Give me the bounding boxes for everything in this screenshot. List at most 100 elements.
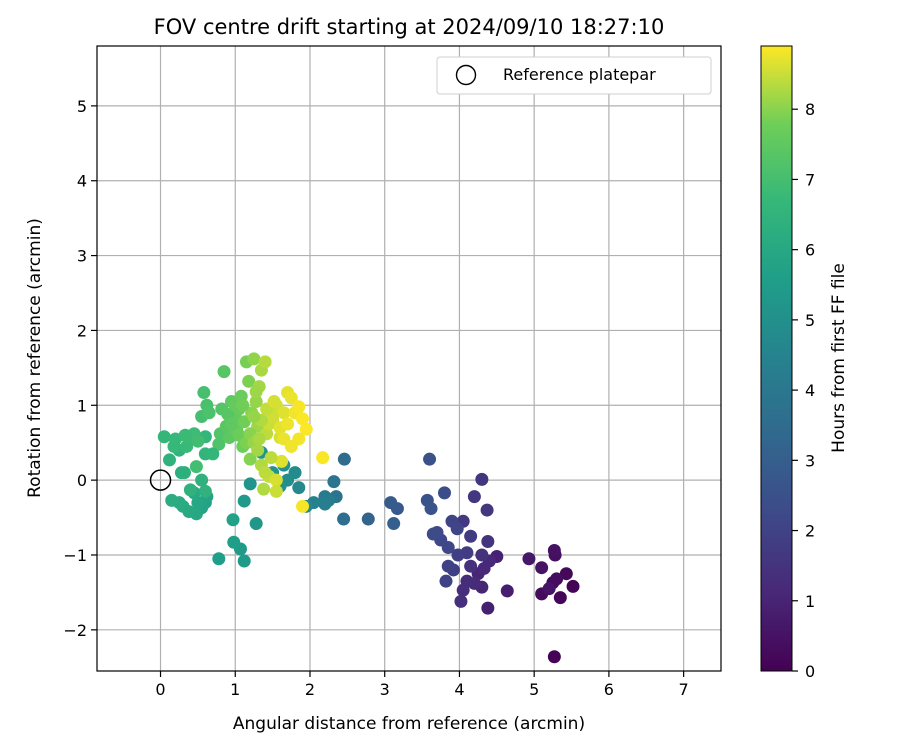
data-point [553, 591, 567, 605]
x-axis-label: Angular distance from reference (arcmin) [233, 714, 585, 734]
data-point [318, 497, 332, 511]
data-point [480, 503, 494, 517]
colorbar-ticks: 0 1 2 3 4 5 6 7 8 [792, 100, 815, 681]
reference-marker [149, 469, 172, 491]
colorbar-tick-label: 1 [805, 592, 815, 611]
data-point [251, 443, 265, 457]
data-point [292, 481, 306, 495]
data-point [226, 513, 240, 527]
data-point [202, 406, 216, 420]
data-point [535, 561, 549, 575]
data-point [559, 567, 573, 581]
data-point [243, 452, 257, 466]
data-point [426, 527, 440, 541]
data-point [296, 499, 310, 513]
data-point [258, 466, 272, 480]
colorbar-tick-label: 6 [805, 241, 815, 260]
x-tick-label: 4 [454, 680, 464, 699]
data-point [441, 559, 455, 573]
data-point [327, 475, 341, 489]
data-point [237, 494, 251, 508]
legend-box [436, 56, 712, 95]
data-point [316, 451, 330, 465]
data-point [189, 460, 203, 474]
data-point [292, 400, 306, 414]
data-point [183, 483, 197, 497]
colorbar-tick-label: 7 [805, 170, 815, 189]
data-point [225, 417, 239, 431]
data-point [566, 579, 580, 593]
grid [97, 46, 721, 671]
x-tick-label: 0 [155, 680, 165, 699]
data-point [249, 517, 263, 531]
colorbar-label: Hours from first FF file [829, 263, 849, 453]
data-point [257, 482, 271, 496]
data-point [281, 417, 295, 431]
data-point [269, 484, 283, 498]
data-point [299, 422, 313, 436]
data-point [337, 512, 351, 526]
data-point [547, 543, 561, 557]
colorbar: 0 1 2 3 4 5 6 7 8 Hours from first FF file [760, 45, 849, 681]
data-point [236, 398, 250, 412]
data-point [227, 535, 241, 549]
data-point [296, 412, 310, 426]
data-point [464, 529, 478, 543]
data-point [237, 554, 251, 568]
y-tick-label: 0 [77, 471, 87, 490]
data-point [242, 374, 256, 388]
colorbar-tick-label: 3 [805, 451, 815, 470]
y-tick-label: 2 [77, 321, 87, 340]
x-tick-label: 6 [604, 680, 614, 699]
data-point [212, 552, 226, 566]
data-point [177, 466, 191, 480]
data-point [464, 559, 478, 573]
x-axis-ticks: 0 1 2 3 4 5 6 7 [155, 671, 689, 699]
data-point [162, 453, 176, 467]
colorbar-tick-label: 2 [805, 522, 815, 541]
data-point [361, 512, 375, 526]
data-point [467, 490, 481, 504]
reference-marker-layer [149, 469, 172, 491]
data-point [197, 386, 211, 400]
data-point [217, 365, 231, 379]
data-point [456, 583, 470, 597]
data-point [237, 415, 251, 429]
data-point [212, 437, 226, 451]
y-axis-ticks: −2 −1 0 1 2 3 4 5 [63, 97, 97, 640]
data-point [547, 650, 561, 664]
data-point [247, 352, 261, 366]
colorbar-tick-label: 0 [805, 662, 815, 681]
data-point [195, 473, 209, 487]
data-point [247, 410, 261, 424]
data-point [269, 473, 283, 487]
data-point [157, 430, 171, 444]
data-point [284, 391, 298, 405]
data-point [542, 582, 556, 596]
y-tick-label: −2 [63, 621, 87, 640]
data-point [249, 395, 263, 409]
data-point [423, 452, 437, 466]
y-tick-label: 5 [77, 97, 87, 116]
y-tick-label: 1 [77, 396, 87, 415]
data-point [475, 548, 489, 562]
x-tick-label: 2 [305, 680, 315, 699]
data-point [550, 572, 564, 586]
data-point [267, 395, 281, 409]
colorbar-gradient [760, 45, 793, 672]
data-point [206, 447, 220, 461]
data-point [178, 428, 192, 442]
data-point [454, 594, 468, 608]
data-point [264, 451, 278, 465]
x-tick-label: 7 [679, 680, 689, 699]
data-point [387, 517, 401, 531]
data-point [284, 439, 298, 453]
legend-entry-reference: Reference platepar [503, 65, 656, 84]
colorbar-tick-label: 5 [805, 311, 815, 330]
plot-frame [96, 45, 722, 672]
data-point [424, 502, 438, 516]
data-point [252, 432, 266, 446]
legend: Reference platepar [436, 56, 712, 95]
